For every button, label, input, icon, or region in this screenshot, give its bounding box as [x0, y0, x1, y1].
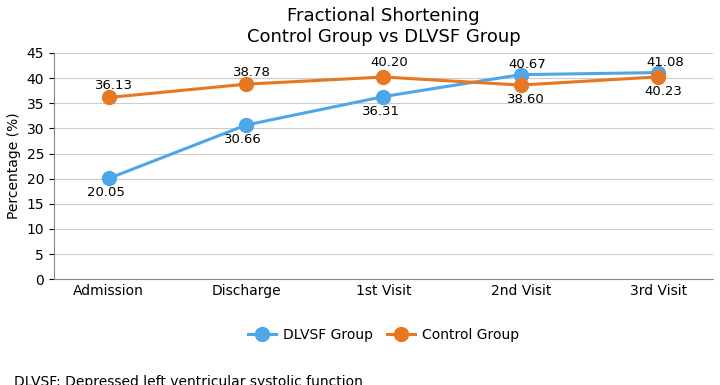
Text: 41.08: 41.08 — [646, 56, 684, 69]
Line: DLVSF Group: DLVSF Group — [102, 65, 665, 185]
Control Group — [242, 82, 251, 87]
DLVSF Group — [516, 72, 525, 77]
Text: 36.31: 36.31 — [361, 105, 400, 118]
Text: 40.20: 40.20 — [370, 56, 408, 69]
DLVSF Group — [379, 94, 388, 99]
Text: 38.60: 38.60 — [508, 93, 545, 106]
Text: 30.66: 30.66 — [225, 133, 262, 146]
Line: Control Group: Control Group — [102, 70, 665, 104]
Control Group — [516, 83, 525, 87]
DLVSF Group — [104, 176, 113, 181]
Control Group — [379, 75, 388, 79]
Legend: DLVSF Group, Control Group: DLVSF Group, Control Group — [243, 323, 524, 348]
Control Group — [104, 95, 113, 100]
Text: 36.13: 36.13 — [95, 79, 133, 92]
Text: 38.78: 38.78 — [233, 66, 271, 79]
Text: 40.67: 40.67 — [509, 58, 546, 71]
Text: DLVSF: Depressed left ventricular systolic function: DLVSF: Depressed left ventricular systol… — [14, 375, 364, 385]
DLVSF Group — [242, 123, 251, 127]
Text: 40.23: 40.23 — [644, 85, 683, 98]
Text: 20.05: 20.05 — [87, 186, 125, 199]
DLVSF Group — [654, 70, 662, 75]
Title: Fractional Shortening
Control Group vs DLVSF Group: Fractional Shortening Control Group vs D… — [246, 7, 521, 46]
Control Group — [654, 75, 662, 79]
Y-axis label: Percentage (%): Percentage (%) — [7, 113, 21, 219]
